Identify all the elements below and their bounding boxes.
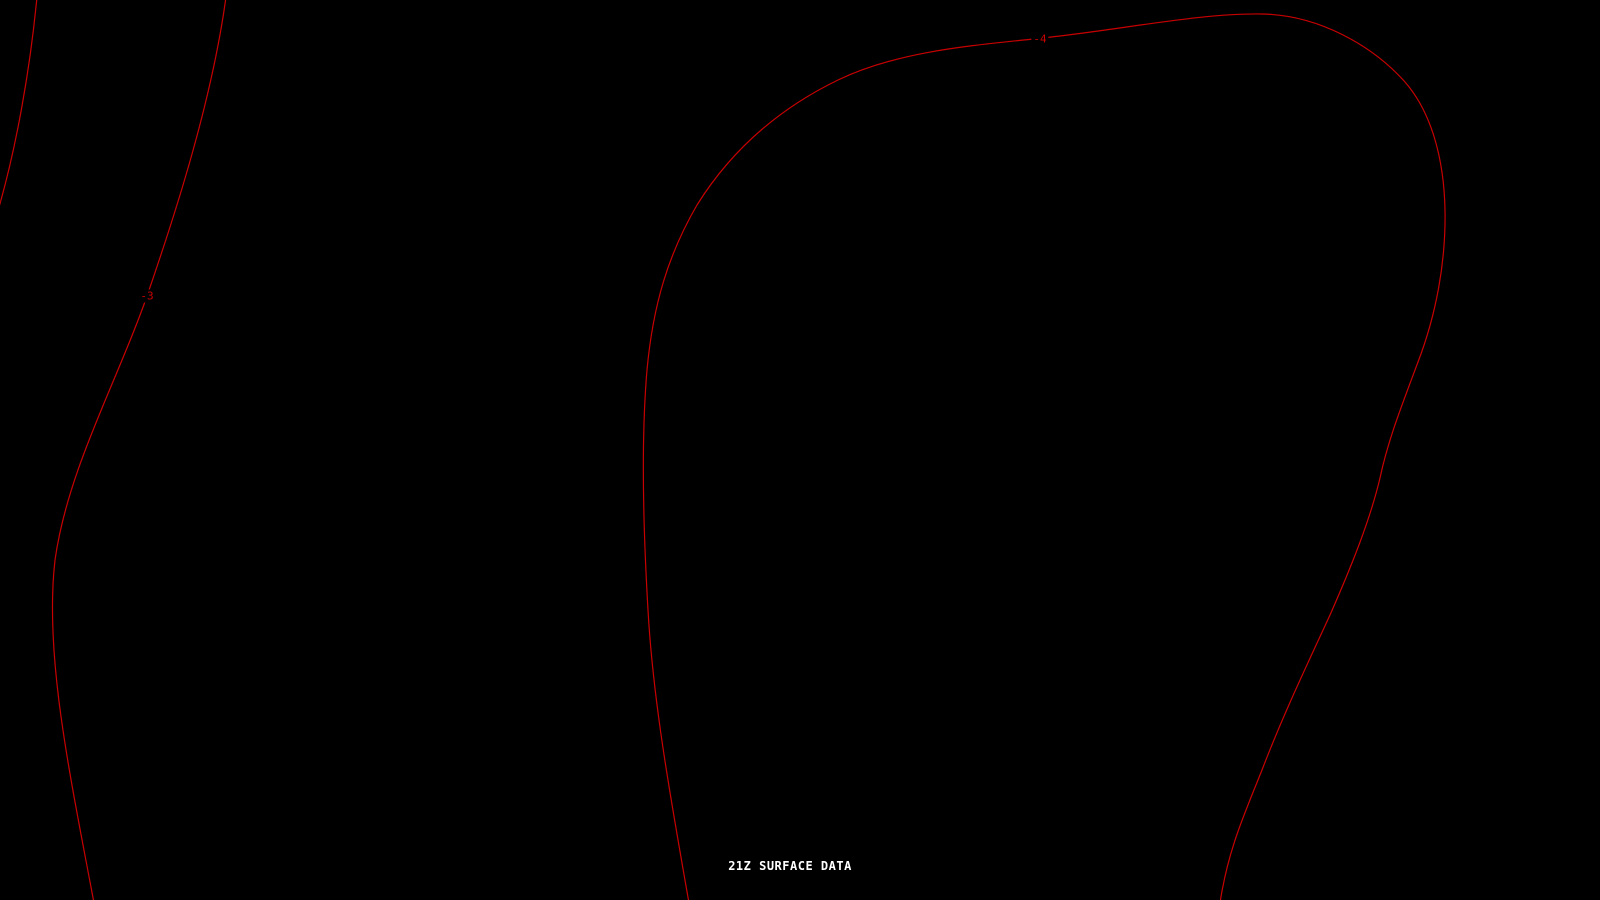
plot-title: 21Z SURFACE DATA [728,859,852,873]
contour-path-neg4 [642,13,1446,900]
contour-path-top-left [0,0,38,206]
contour-label-neg3: -3 [138,289,156,303]
contour-label-neg4: -4 [1031,32,1049,46]
contour-path-neg3 [51,0,227,900]
